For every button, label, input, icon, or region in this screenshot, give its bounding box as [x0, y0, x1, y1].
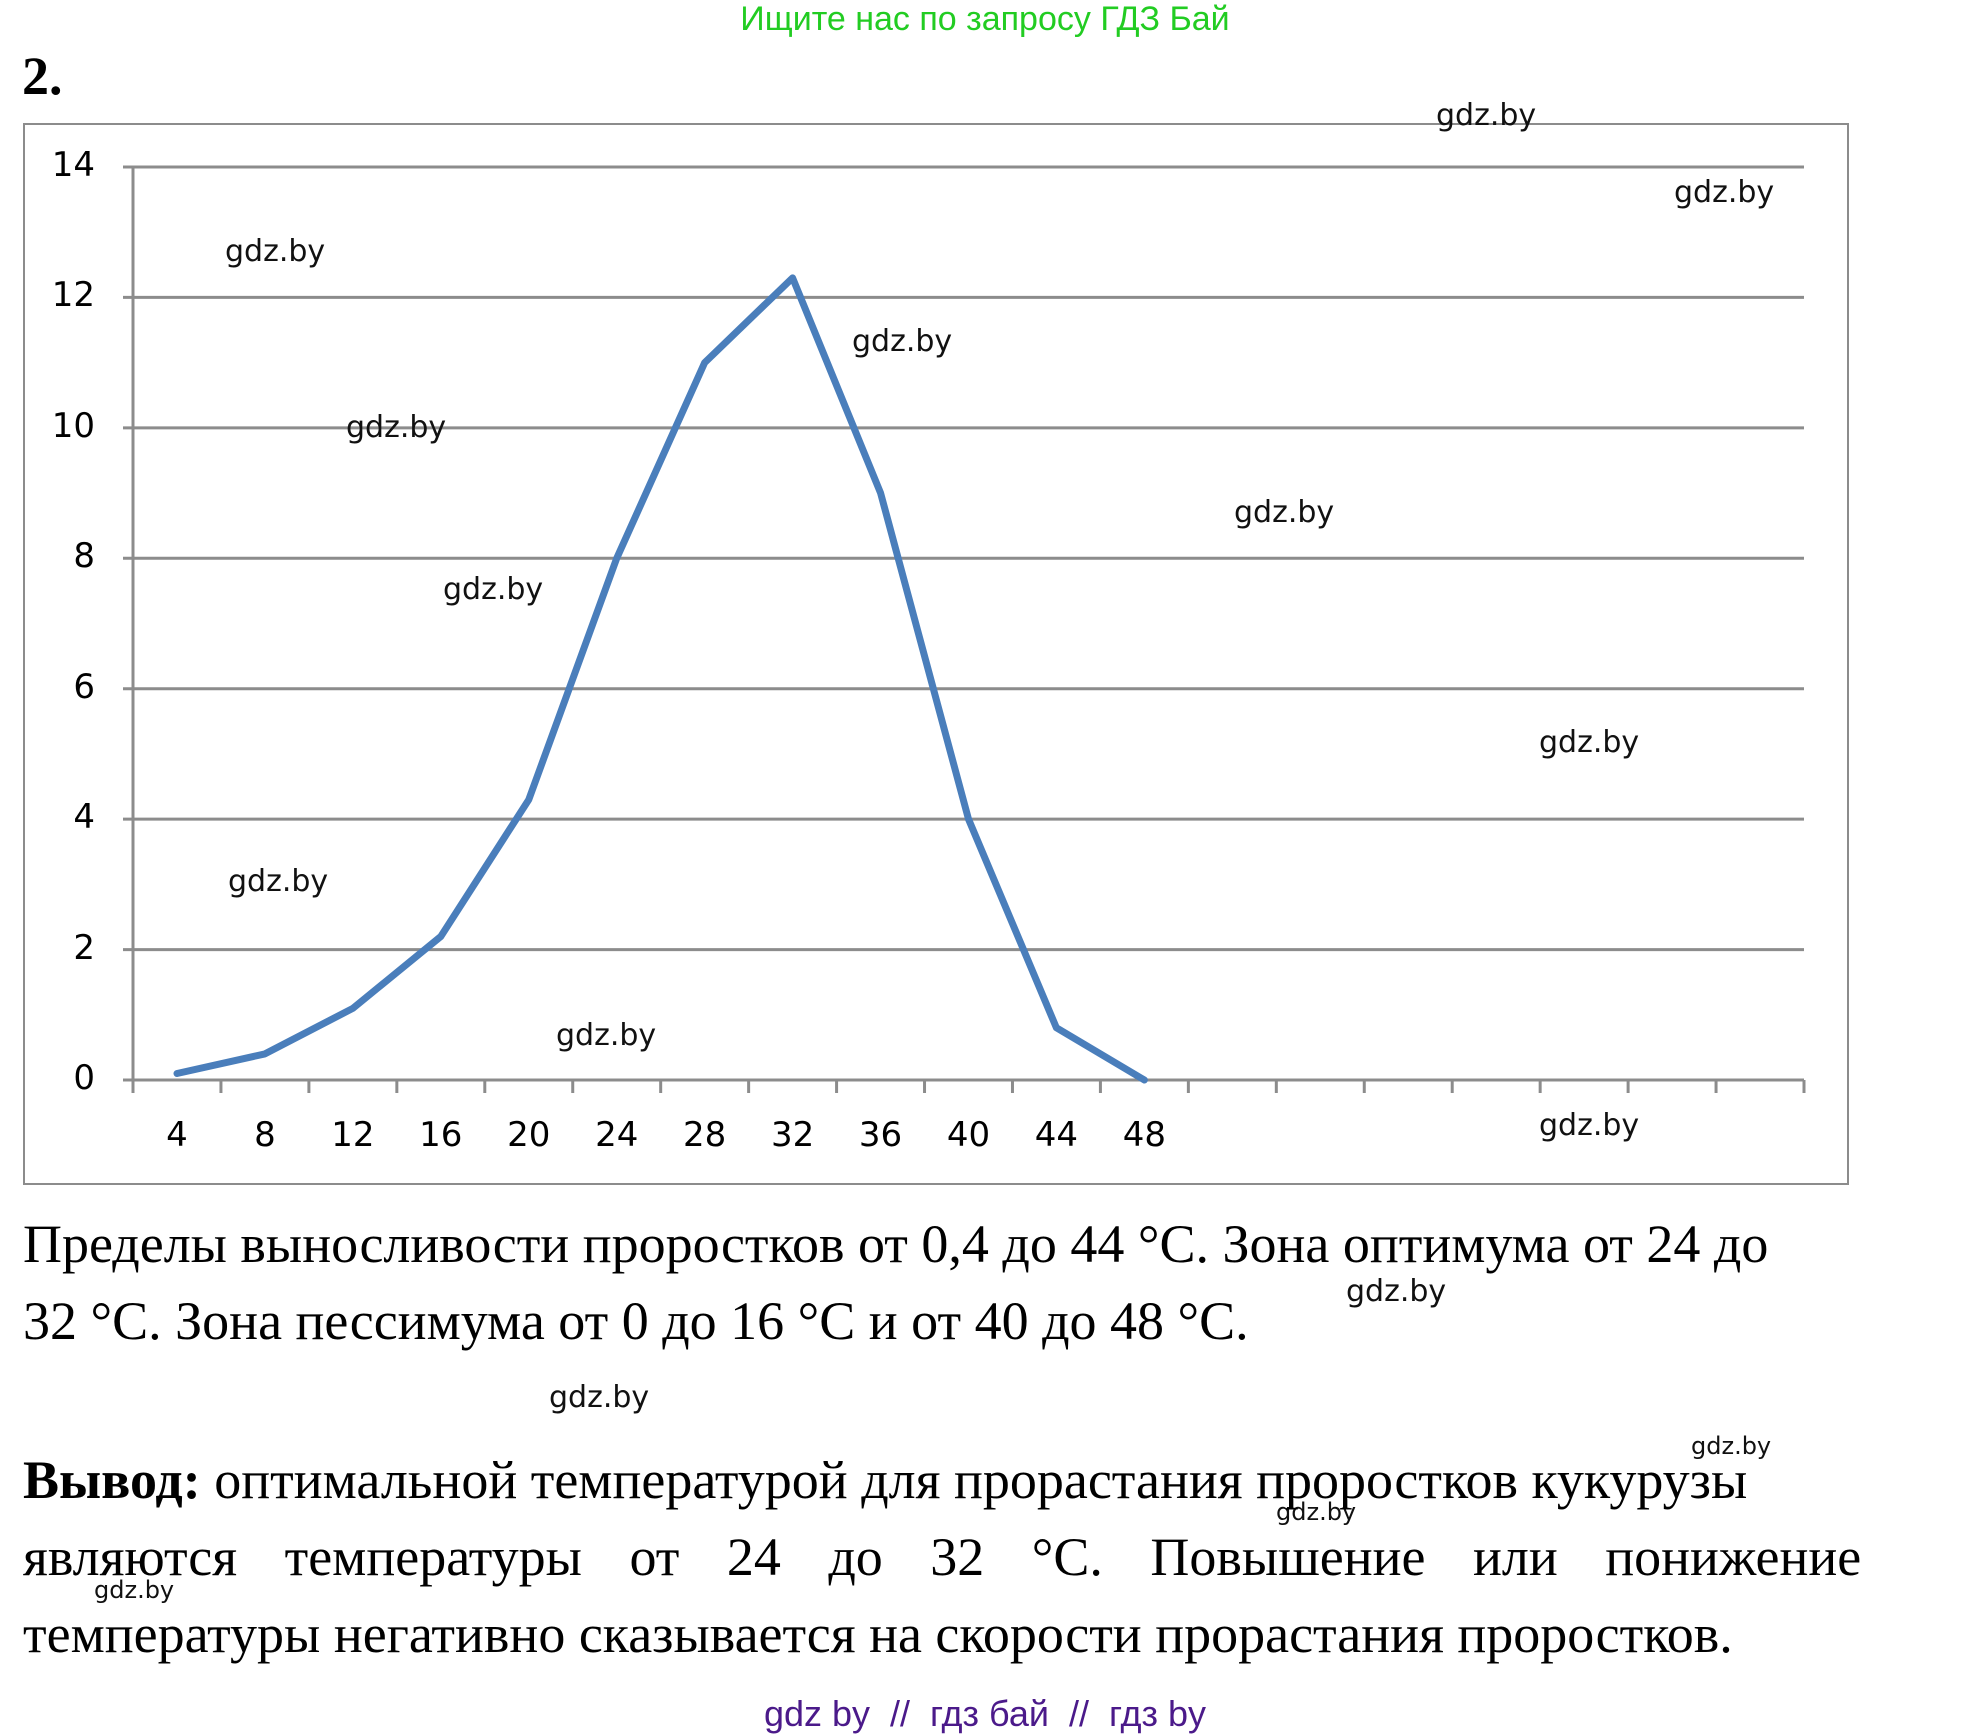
conclusion-label: Вывод:	[23, 1450, 201, 1510]
watermark-text: gdz.by	[1346, 1274, 1447, 1309]
conclusion-line-1: Вывод: оптимальной температурой для прор…	[23, 1442, 1945, 1519]
watermark-text: gdz.by	[1691, 1432, 1772, 1460]
watermark-text: gdz.by	[549, 1380, 650, 1415]
conclusion-text-1: оптимальной температурой для прорастания…	[200, 1450, 1748, 1510]
watermark-text: gdz.by	[1539, 1108, 1640, 1143]
conclusion-line-2: являются температуры от 24 до 32 °С. Пов…	[23, 1527, 1862, 1587]
x-tick-label: 32	[770, 1115, 815, 1155]
x-tick-label: 8	[254, 1115, 276, 1155]
x-tick-label: 4	[166, 1115, 188, 1155]
y-tick-label: 6	[73, 666, 95, 707]
watermark-text: gdz.by	[443, 572, 544, 607]
y-tick-label: 14	[51, 145, 95, 185]
watermark-text: gdz.by	[94, 1576, 175, 1604]
y-tick-label: 0	[73, 1058, 95, 1098]
footer-site-links[interactable]: gdz by // гдз бай // гдз by	[763, 1693, 1207, 1734]
watermark-text: gdz.by	[346, 410, 447, 445]
x-tick-label: 48	[1122, 1115, 1167, 1155]
x-tick-label: 36	[858, 1115, 903, 1155]
y-tick-label: 4	[73, 797, 95, 838]
watermark-text: gdz.by	[1436, 98, 1537, 133]
x-tick-label: 24	[595, 1115, 639, 1155]
watermark-text: gdz.by	[852, 324, 953, 359]
x-tick-label: 20	[507, 1115, 551, 1155]
chart-frame	[23, 123, 1849, 1185]
limits-paragraph-line-2: 32 °С. Зона пессимума от 0 до 16 °С и от…	[23, 1291, 1249, 1351]
x-tick-label: 40	[946, 1115, 991, 1155]
data-series-line	[173, 274, 1148, 1084]
watermark-text: gdz.by	[1674, 175, 1775, 210]
task-number: 2.	[22, 46, 63, 106]
y-tick-label: 10	[51, 405, 95, 446]
x-tick-label: 12	[331, 1115, 375, 1155]
search-hint-banner: Ищите нас по запросу ГДЗ Бай	[740, 0, 1230, 38]
watermark-text: gdz.by	[1276, 1498, 1357, 1526]
watermark-text: gdz.by	[228, 864, 329, 899]
watermark-text: gdz.by	[556, 1018, 657, 1053]
conclusion-line-3: температуры негативно сказывается на ско…	[23, 1604, 1733, 1664]
y-tick-label: 2	[73, 927, 95, 968]
watermark-text: gdz.by	[1234, 495, 1335, 530]
watermark-text: gdz.by	[225, 234, 326, 269]
watermark-text: gdz.by	[1539, 725, 1640, 760]
x-tick-label: 44	[1034, 1115, 1079, 1155]
y-tick-label: 12	[51, 275, 95, 316]
y-tick-label: 8	[73, 536, 95, 577]
x-tick-label: 28	[683, 1115, 727, 1155]
x-tick-label: 16	[419, 1115, 463, 1155]
limits-paragraph-line-1: Пределы выносливости проростков от 0,4 д…	[23, 1214, 1769, 1274]
